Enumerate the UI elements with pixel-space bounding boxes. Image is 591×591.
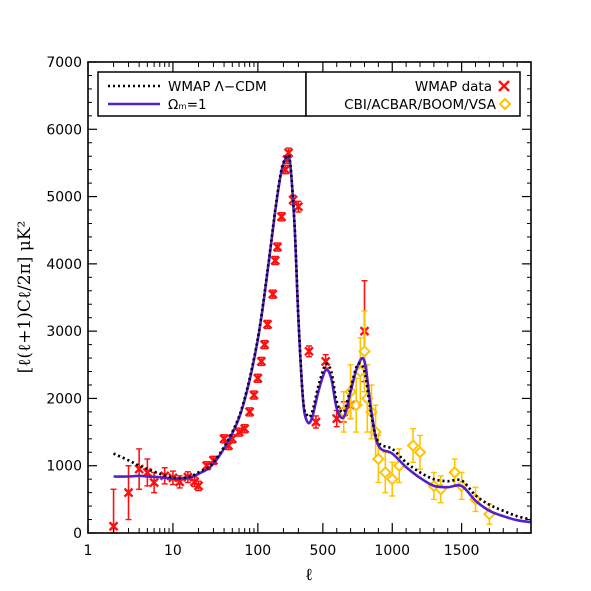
data-point-x <box>304 346 314 357</box>
y-tick-label: 2000 <box>46 391 82 407</box>
data-point-x <box>311 417 321 427</box>
data-point-diamond <box>385 472 399 486</box>
legend-label-wmap-data: WMAP data <box>415 79 492 95</box>
y-tick-label: 5000 <box>46 190 82 206</box>
x-tick-label: 1000 <box>374 543 410 559</box>
data-point-x <box>239 423 250 434</box>
y-tick-label: 1000 <box>46 459 82 475</box>
data-point-diamond <box>358 344 371 358</box>
series-omega-m-curve <box>113 154 532 524</box>
data-point-x <box>270 255 281 266</box>
data-point-x <box>244 407 255 417</box>
data-point-diamond <box>349 398 363 412</box>
y-tick-label: 0 <box>73 526 82 542</box>
plot-frame <box>87 61 532 534</box>
data-point-x <box>267 289 278 299</box>
data-point-x <box>262 319 273 330</box>
x-tick-label: 1 <box>84 543 93 559</box>
x-tick-label: 1500 <box>444 543 480 559</box>
data-point-x <box>234 427 244 437</box>
data-point-x <box>249 390 259 400</box>
legend-label-omega: Ωₘ=1 <box>168 97 207 113</box>
legend: WMAP Λ−CDM Ωₘ=1 WMAP data CBI/ACBAR/BOOM… <box>97 71 521 117</box>
data-point-x <box>123 487 134 498</box>
data-point-diamond <box>406 439 420 452</box>
y-tick-label: 4000 <box>46 257 82 273</box>
data-point-x <box>320 356 331 367</box>
x-tick-label: 100 <box>244 543 271 559</box>
legend-marker-wmap-data <box>498 80 510 92</box>
data-point-diamond <box>378 466 392 479</box>
data-point-x <box>259 339 270 350</box>
data-point-x <box>256 356 267 367</box>
data-point-diamond <box>448 466 462 479</box>
data-point-x <box>272 242 283 252</box>
axis-tick-labels: 0 1000 2000 3000 4000 5000 6000 7000 1 10 100 500 10… <box>46 55 479 559</box>
data-point-x <box>253 373 263 384</box>
data-point-diamond <box>371 452 385 466</box>
y-tick-label: 3000 <box>46 324 82 340</box>
x-tick-label: 10 <box>164 543 182 559</box>
data-point-x <box>149 477 159 488</box>
x-axis-title: ℓ <box>305 565 313 585</box>
data-point-x <box>208 455 219 466</box>
data-point-x <box>108 521 119 532</box>
axis-ticks <box>87 61 531 534</box>
data-point-x <box>193 481 204 491</box>
series-layer <box>108 147 532 534</box>
data-point-diamond <box>413 445 427 459</box>
data-point-x <box>293 201 304 212</box>
legend-label-lcdm: WMAP Λ−CDM <box>168 79 267 95</box>
y-tick-label: 7000 <box>46 55 82 71</box>
legend-label-cbi: CBI/ACBAR/BOOM/VSA <box>344 97 497 113</box>
data-point-x <box>276 211 287 222</box>
legend-marker-cbi <box>498 97 512 111</box>
series-lcdm-curve-overlay <box>113 153 532 521</box>
x-tick-label: 500 <box>310 543 337 559</box>
y-axis-title: [ℓ(ℓ+1)Cℓ/2π] μK² <box>15 221 35 374</box>
y-tick-label: 6000 <box>46 122 82 138</box>
legend-box-right <box>305 71 521 117</box>
